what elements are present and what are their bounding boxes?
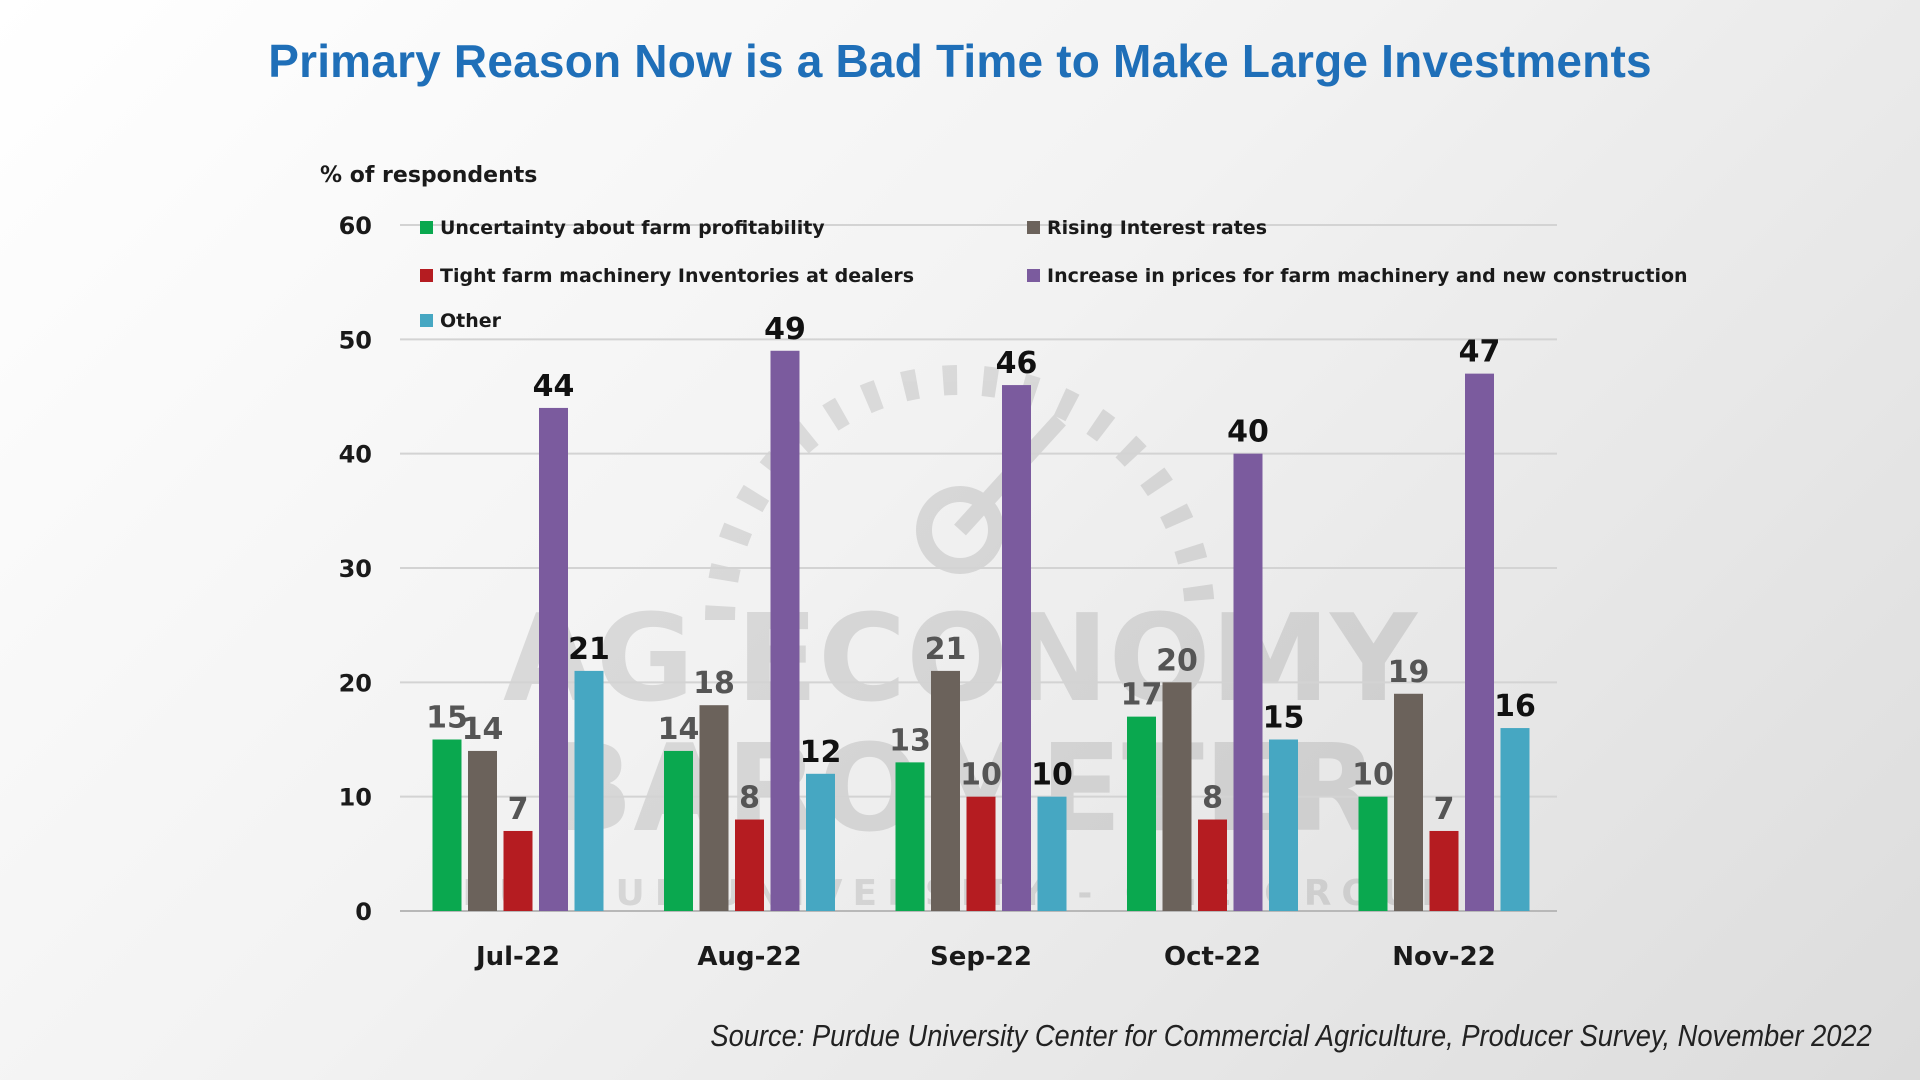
bar <box>1269 739 1298 911</box>
y-tick-label: 0 <box>355 898 372 926</box>
legend-entry: Tight farm machinery Inventories at deal… <box>440 265 914 287</box>
bar <box>895 762 925 911</box>
data-label: 19 <box>1388 655 1430 690</box>
bar <box>468 750 497 911</box>
data-label: 40 <box>1227 415 1269 450</box>
bar-chart: AG ECONOMY BAROMETER PURDUE UNIVERSITY -… <box>320 163 1688 972</box>
legend-swatch <box>420 221 433 234</box>
bar <box>1500 728 1530 911</box>
bar <box>574 670 604 911</box>
bar <box>1198 819 1227 911</box>
bar <box>1162 682 1192 911</box>
legend-entry: Rising Interest rates <box>1047 217 1267 239</box>
data-label: 7 <box>508 792 529 827</box>
legend-swatch <box>420 269 433 282</box>
data-label: 14 <box>658 712 700 747</box>
legend-swatch <box>1027 269 1040 282</box>
data-label: 7 <box>1434 792 1455 827</box>
bar <box>1358 796 1388 911</box>
x-tick-label: Aug-22 <box>697 942 801 972</box>
data-label: 21 <box>568 632 610 667</box>
x-tick-label: Oct-22 <box>1164 942 1261 972</box>
data-label: 16 <box>1494 689 1536 724</box>
y-tick-label: 60 <box>339 212 372 240</box>
bar <box>699 705 729 911</box>
watermark-line1: AG ECONOMY <box>503 590 1419 729</box>
data-label: 20 <box>1156 643 1198 678</box>
data-label: 49 <box>764 312 806 347</box>
legend-swatch <box>420 314 433 327</box>
bar <box>1002 385 1031 912</box>
data-label: 15 <box>426 701 468 736</box>
y-tick-label: 10 <box>339 784 372 812</box>
bar <box>1127 716 1156 911</box>
bar <box>1465 373 1494 912</box>
data-label: 8 <box>1202 781 1223 816</box>
data-label: 21 <box>925 632 967 667</box>
y-axis-ticks: 0 10 20 30 40 50 60 <box>339 212 372 926</box>
legend-entry: Other <box>440 310 502 332</box>
bar <box>966 796 996 911</box>
bar <box>1233 453 1263 911</box>
data-label: 46 <box>996 346 1038 381</box>
legend: Uncertainty about farm profitability Risi… <box>420 217 1688 332</box>
x-tick-label: Sep-22 <box>930 942 1032 972</box>
legend-entry: Uncertainty about farm profitability <box>440 217 825 239</box>
bar <box>735 819 764 911</box>
bar <box>664 750 693 911</box>
bar <box>806 773 835 911</box>
y-axis-label: % of respondents <box>320 163 537 188</box>
y-tick-label: 50 <box>339 326 372 354</box>
y-tick-label: 20 <box>339 669 372 697</box>
legend-swatch <box>1027 221 1040 234</box>
watermark-gauge-hub <box>916 486 1004 574</box>
bar <box>931 670 960 911</box>
bar <box>432 739 462 911</box>
data-label: 15 <box>1263 701 1305 736</box>
data-label: 47 <box>1459 335 1501 370</box>
x-tick-label: Jul-22 <box>474 942 560 972</box>
bar <box>1394 693 1423 911</box>
source-note: Source: Purdue University Center for Com… <box>710 1018 1872 1053</box>
chart-title: Primary Reason Now is a Bad Time to Make… <box>268 35 1652 87</box>
bar <box>770 350 800 911</box>
legend-entry: Increase in prices for farm machinery an… <box>1047 265 1688 287</box>
data-label: 10 <box>960 758 1002 793</box>
y-tick-label: 30 <box>339 555 372 583</box>
data-label: 13 <box>889 723 931 758</box>
bar <box>539 407 568 911</box>
data-label: 12 <box>800 735 842 770</box>
y-tick-label: 40 <box>339 441 372 469</box>
x-axis-ticks: Jul-22 Aug-22 Sep-22 Oct-22 Nov-22 <box>474 942 1496 972</box>
data-label: 10 <box>1031 758 1073 793</box>
data-label: 10 <box>1352 758 1394 793</box>
bar <box>1037 796 1067 911</box>
data-label: 44 <box>533 369 575 404</box>
x-tick-label: Nov-22 <box>1392 942 1496 972</box>
data-label: 8 <box>739 781 760 816</box>
bars <box>432 350 1530 912</box>
bar <box>1429 830 1459 911</box>
data-label: 14 <box>462 712 504 747</box>
data-label: 17 <box>1121 678 1163 713</box>
bar <box>503 830 533 911</box>
data-label: 18 <box>693 666 735 701</box>
